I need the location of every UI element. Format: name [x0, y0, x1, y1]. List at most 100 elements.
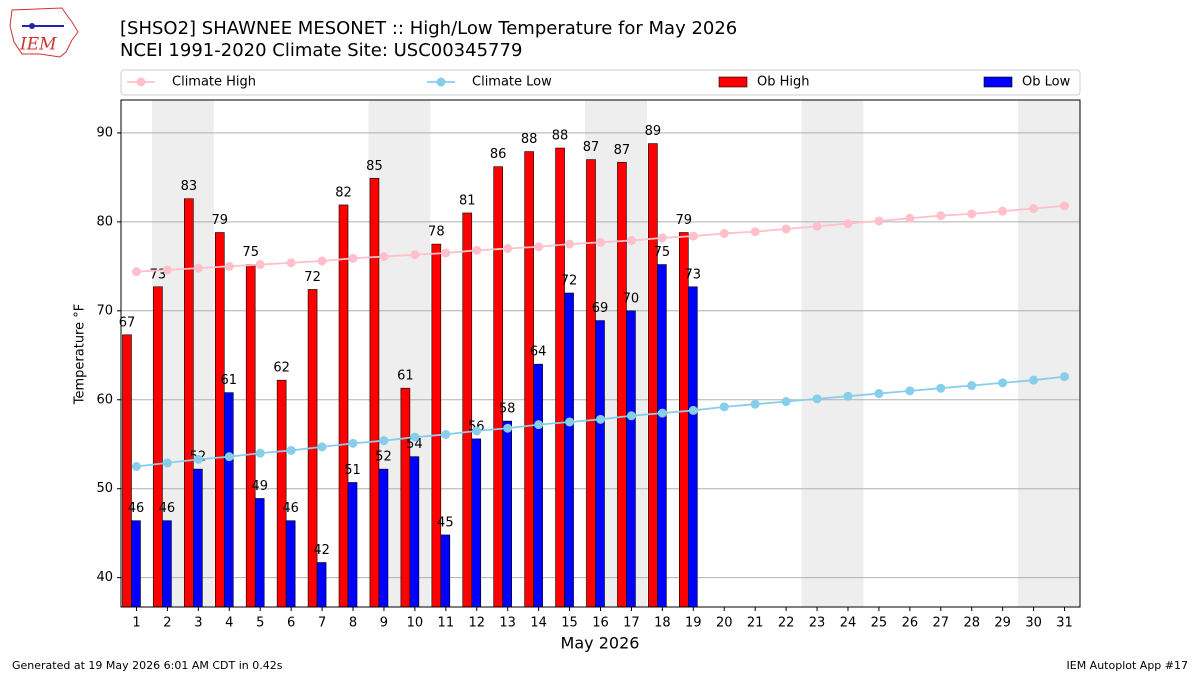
bar — [122, 334, 132, 608]
marker — [688, 231, 698, 241]
legend-label: Ob High — [757, 75, 810, 90]
bar — [564, 292, 574, 608]
value-label: 46 — [282, 501, 299, 516]
value-label: 75 — [654, 245, 671, 260]
y-axis-label: Temperature °F — [73, 304, 88, 405]
marker — [719, 402, 729, 412]
x-tick-label: 19 — [685, 616, 702, 631]
value-label: 45 — [437, 515, 454, 530]
x-tick-label: 17 — [623, 616, 640, 631]
value-label: 67 — [119, 315, 136, 330]
legend-box — [120, 69, 1081, 96]
x-tick-label: 30 — [1025, 616, 1042, 631]
x-axis-label: May 2026 — [561, 634, 640, 653]
value-label: 42 — [313, 543, 330, 558]
bar — [648, 143, 658, 608]
bar — [162, 520, 172, 608]
bar — [338, 204, 349, 608]
x-tick-label: 2 — [163, 616, 171, 631]
x-tick-label: 21 — [747, 616, 764, 631]
marker — [410, 432, 420, 442]
marker — [626, 411, 636, 421]
value-label: 51 — [344, 463, 361, 478]
marker — [348, 438, 358, 448]
marker — [224, 261, 234, 271]
footer-right: IEM Autoplot App #17 — [1067, 659, 1189, 672]
value-label: 78 — [428, 225, 445, 240]
bar — [679, 232, 689, 608]
y-tick-label: 80 — [96, 214, 113, 229]
x-tick-label: 5 — [256, 616, 264, 631]
marker — [441, 248, 451, 258]
value-label: 83 — [181, 179, 198, 194]
marker — [596, 237, 605, 247]
marker — [657, 233, 667, 243]
bar — [245, 264, 256, 608]
marker — [193, 454, 203, 464]
value-label: 58 — [499, 402, 516, 417]
x-tick-label: 18 — [654, 616, 671, 631]
footer-left: Generated at 19 May 2026 6:01 AM CDT in … — [12, 659, 283, 672]
bar — [524, 151, 534, 608]
marker — [534, 420, 544, 430]
x-tick-label: 20 — [716, 616, 733, 631]
marker — [131, 461, 141, 471]
marker — [998, 378, 1008, 388]
legend-label: Climate Low — [472, 75, 552, 90]
marker — [626, 236, 636, 246]
bar — [131, 520, 141, 608]
marker — [286, 445, 296, 455]
marker — [936, 383, 946, 393]
bar — [431, 243, 442, 608]
bar — [193, 468, 203, 608]
marker — [503, 244, 513, 254]
value-label: 49 — [251, 479, 268, 494]
value-label: 88 — [521, 132, 538, 147]
bar — [595, 320, 605, 608]
value-label: 61 — [397, 369, 414, 384]
value-label: 46 — [128, 501, 145, 516]
marker — [967, 381, 977, 391]
legend-swatch — [718, 76, 748, 88]
x-tick-label: 4 — [225, 616, 233, 631]
marker — [255, 448, 265, 458]
x-tick-label: 13 — [499, 616, 516, 631]
marker — [843, 391, 853, 401]
x-tick-label: 22 — [778, 616, 795, 631]
marker — [843, 219, 853, 229]
marker — [379, 252, 389, 262]
marker — [812, 394, 822, 404]
bar — [369, 177, 380, 608]
chart-subtitle: NCEI 1991-2020 Climate Site: USC00345779 — [120, 40, 522, 61]
x-tick-label: 10 — [407, 616, 424, 631]
bar — [586, 159, 596, 608]
y-tick-label: 70 — [96, 303, 113, 318]
x-tick-label: 8 — [349, 616, 357, 631]
x-tick-label: 12 — [468, 616, 485, 631]
legend-marker — [136, 77, 146, 87]
bar — [688, 286, 698, 608]
bar — [471, 438, 482, 608]
value-label: 79 — [212, 213, 229, 228]
marker — [348, 253, 358, 263]
x-tick-label: 11 — [438, 616, 455, 631]
value-label: 85 — [366, 159, 383, 174]
bar — [214, 232, 225, 608]
bar — [400, 387, 411, 608]
x-tick-label: 31 — [1056, 616, 1073, 631]
marker — [812, 221, 822, 231]
marker — [998, 206, 1008, 216]
x-tick-label: 14 — [530, 616, 547, 631]
marker — [410, 250, 420, 260]
chart-title: [SHSO2] SHAWNEE MESONET :: High/Low Temp… — [120, 18, 737, 39]
value-label: 79 — [676, 213, 693, 228]
marker — [379, 436, 389, 446]
marker — [967, 209, 977, 219]
bar — [276, 379, 287, 608]
bar — [502, 420, 512, 608]
marker — [534, 242, 544, 252]
bar — [347, 482, 358, 608]
x-tick-label: 25 — [871, 616, 888, 631]
x-tick-label: 1 — [132, 616, 140, 631]
bar — [153, 286, 163, 608]
